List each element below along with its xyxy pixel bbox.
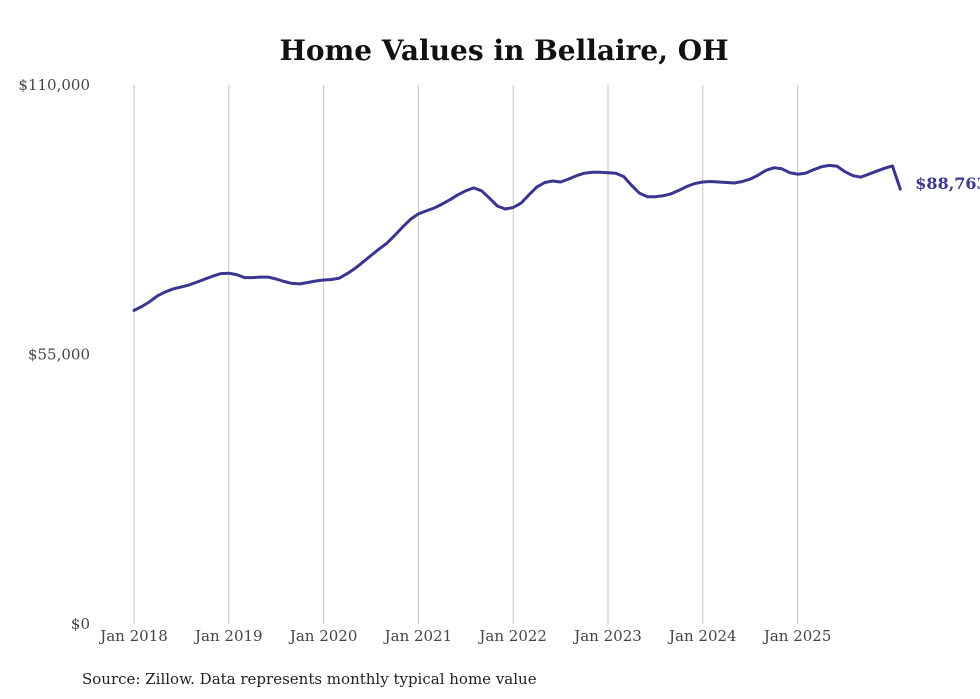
x-tick-label: Jan 2021 [383, 627, 453, 645]
chart-title: Home Values in Bellaire, OH [279, 34, 728, 67]
source-note: Source: Zillow. Data represents monthly … [82, 670, 537, 688]
x-tick-label: Jan 2024 [667, 627, 737, 645]
home-value-line [132, 163, 902, 312]
x-tick-label: Jan 2019 [193, 627, 263, 645]
y-tick-label: $55,000 [28, 346, 90, 364]
y-tick-label: $110,000 [18, 76, 90, 94]
y-axis-tick-labels: $0 $55,000 $110,000 [18, 76, 90, 633]
x-axis-tick-labels: Jan 2018 Jan 2019 Jan 2020 Jan 2021 Jan 2022… [98, 627, 831, 645]
x-tick-label: Jan 2020 [288, 627, 358, 645]
x-tick-label: Jan 2023 [572, 627, 642, 645]
x-tick-label: Jan 2025 [762, 627, 832, 645]
y-tick-label: $0 [71, 615, 90, 633]
latest-value-label: $88,763 [915, 174, 980, 193]
x-tick-label: Jan 2018 [98, 627, 168, 645]
x-tick-label: Jan 2022 [477, 627, 547, 645]
vertical-gridlines [133, 85, 799, 624]
